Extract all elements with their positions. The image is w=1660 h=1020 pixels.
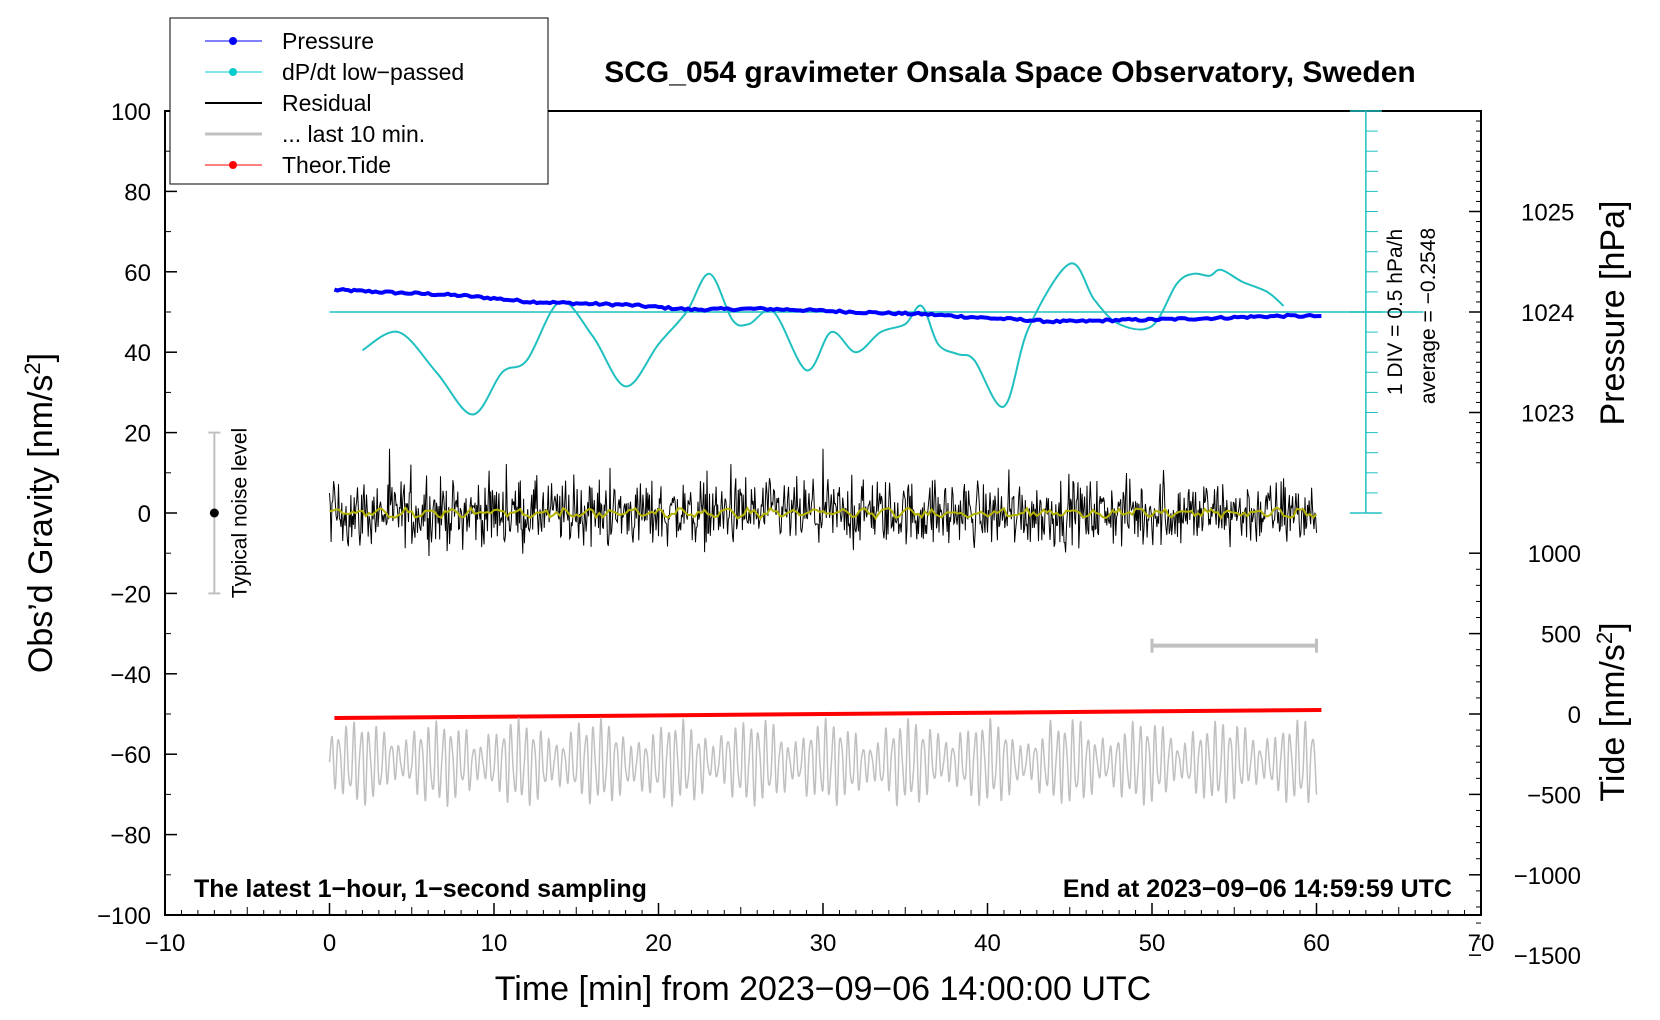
- y-tick-label: 40: [124, 340, 151, 367]
- noise-center-dot: [209, 508, 219, 518]
- y-tick-label: −40: [110, 662, 151, 689]
- legend-marker: [229, 68, 237, 76]
- y-tick-label: −80: [110, 823, 151, 850]
- tide-tick-label: 500: [1541, 622, 1581, 649]
- legend-label: Residual: [282, 90, 372, 116]
- pressure-axis-label: Pressure [hPa]: [1594, 201, 1632, 426]
- dpdt-scale-label: 1 DIV = 0.5 hPa/h: [1384, 229, 1407, 395]
- chart-title: SCG_054 gravimeter Onsala Space Observat…: [604, 56, 1416, 89]
- y-label-end: ]: [22, 353, 60, 362]
- legend-label: ... last 10 min.: [282, 121, 425, 147]
- y-tick-label: 20: [124, 421, 151, 448]
- tide-axis: −1500 −1000 −500 0 500 1000: [1469, 541, 1581, 970]
- tide-tick-label: −1500: [1514, 943, 1581, 970]
- x-tick-label: 10: [481, 930, 508, 957]
- x-tick-label: −10: [145, 930, 186, 957]
- pressure-axis: 1023 1024 1025: [1469, 120, 1574, 464]
- x-tick-label: 60: [1303, 930, 1330, 957]
- y-tick-label: 80: [124, 179, 151, 206]
- y-tick-label: 0: [138, 501, 151, 528]
- x-tick-label: 50: [1139, 930, 1166, 957]
- last10-line: [328, 717, 1318, 808]
- noise-level-label: Typical noise level: [228, 428, 251, 598]
- sampling-note: The latest 1−hour, 1−second sampling: [194, 875, 647, 903]
- y-tick-label: 60: [124, 260, 151, 287]
- legend-box: [169, 17, 549, 185]
- dpdt-average-label: average = −0.2548: [1417, 228, 1440, 404]
- x-axis: −10 0 10 20 30 40 50 60 70: [145, 903, 1495, 957]
- legend: Pressure dP/dt low−passed Residual ... last…: [169, 17, 549, 185]
- x-axis-label: Time [min] from 2023−09−06 14:00:00 UTC: [495, 970, 1151, 1008]
- legend-label: dP/dt low−passed: [282, 59, 464, 85]
- x-tick-label: 70: [1468, 930, 1495, 957]
- tide-label-main: Tide [nm/s: [1594, 644, 1632, 801]
- pressure-line: [333, 287, 1322, 325]
- tide-label-sup: 2: [1592, 632, 1617, 644]
- x-tick-label: 20: [645, 930, 672, 957]
- tide-tick-label: −1000: [1514, 863, 1581, 890]
- series-layer: [328, 262, 1322, 808]
- tide-axis-label: Tide [nm/s2]: [1592, 622, 1633, 801]
- y-axis-label: Obs’d Gravity [nm/s2]: [20, 353, 61, 673]
- legend-marker: [229, 161, 237, 169]
- end-time-note: End at 2023−09−06 14:59:59 UTC: [1063, 875, 1452, 903]
- tide-label-end: ]: [1594, 622, 1632, 631]
- x-tick-label: 0: [323, 930, 336, 957]
- y-tick-label: −100: [97, 903, 151, 930]
- y-tick-label: 100: [111, 99, 151, 126]
- tide-tick-label: 1000: [1528, 541, 1581, 568]
- y-label-main: Obs’d Gravity [nm/s: [22, 375, 60, 674]
- residual-smoothed-line: [329, 505, 1318, 521]
- noise-level-marker: Typical noise level: [208, 428, 251, 598]
- left-axis: −100 −80 −60 −40 −20 0 20 40 60 80 100: [97, 99, 177, 930]
- residual-line: [329, 448, 1317, 557]
- tide-line: [334, 707, 1322, 721]
- pressure-tick-label: 1024: [1521, 300, 1574, 327]
- tide-tick-label: −500: [1527, 782, 1581, 809]
- x-tick-label: 30: [810, 930, 837, 957]
- legend-marker: [229, 37, 237, 45]
- y-tick-label: −60: [110, 742, 151, 769]
- pressure-tick-label: 1025: [1521, 200, 1574, 227]
- y-label-sup: 2: [20, 362, 45, 374]
- y-tick-label: −20: [110, 581, 151, 608]
- pressure-tick-label: 1023: [1521, 401, 1574, 428]
- dpdt-line: [361, 262, 1285, 416]
- x-tick-label: 40: [974, 930, 1001, 957]
- legend-label: Pressure: [282, 28, 374, 54]
- legend-label: Theor.Tide: [282, 152, 391, 178]
- tide-tick-label: 0: [1568, 702, 1581, 729]
